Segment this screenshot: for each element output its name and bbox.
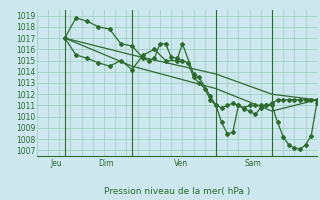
Text: Dim: Dim xyxy=(99,159,114,168)
Text: Pression niveau de la mer( hPa ): Pression niveau de la mer( hPa ) xyxy=(104,187,250,196)
Text: Jeu: Jeu xyxy=(51,159,62,168)
Text: Sam: Sam xyxy=(244,159,261,168)
Text: Ven: Ven xyxy=(174,159,188,168)
